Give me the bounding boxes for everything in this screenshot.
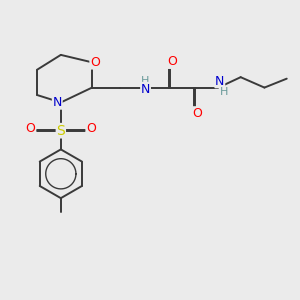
- Text: O: O: [90, 56, 100, 69]
- Text: O: O: [86, 122, 96, 135]
- Text: O: O: [193, 107, 202, 120]
- Text: N: N: [141, 82, 150, 96]
- Text: N: N: [215, 74, 224, 88]
- Text: N: N: [52, 96, 62, 109]
- Text: O: O: [167, 55, 177, 68]
- Text: S: S: [56, 124, 65, 138]
- Text: H: H: [220, 87, 228, 97]
- Text: O: O: [26, 122, 35, 135]
- Text: H: H: [141, 76, 150, 86]
